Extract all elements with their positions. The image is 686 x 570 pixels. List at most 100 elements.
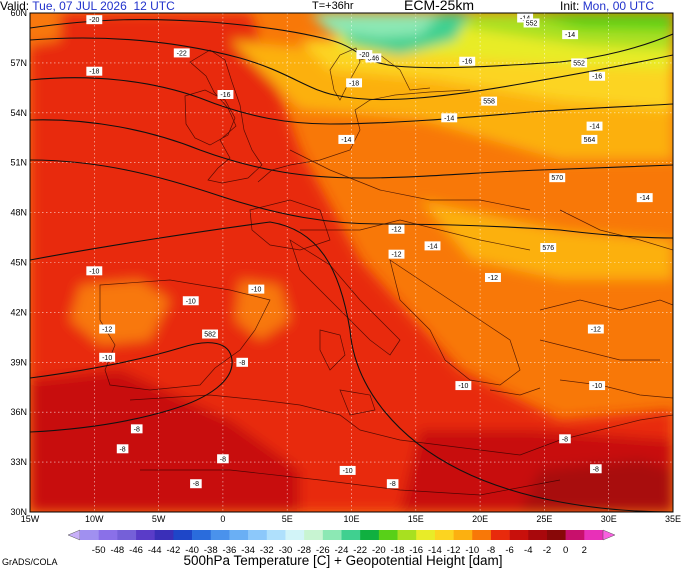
contour-label: -10 — [248, 284, 265, 294]
contour-label: -8 — [190, 479, 202, 489]
colorbar-tick-label: -24 — [335, 545, 349, 556]
svg-text:-14: -14 — [640, 195, 650, 202]
contour-label: -10 — [99, 352, 116, 362]
colorbar-tick-label: -14 — [428, 545, 442, 556]
contour-label: 552 — [523, 18, 540, 28]
credit-label: GrADS/COLA — [2, 557, 58, 567]
latitude-label: 60N — [10, 8, 27, 18]
colorbar-swatch — [285, 530, 305, 540]
longitude-label: 10E — [343, 514, 359, 524]
contour-label: -8 — [217, 454, 229, 464]
contour-label: -20 — [356, 50, 373, 60]
contour-label: -18 — [86, 66, 103, 76]
contour-label: -16 — [589, 71, 606, 81]
svg-text:-12: -12 — [102, 327, 112, 334]
contour-label: -8 — [559, 434, 571, 444]
svg-text:-18: -18 — [349, 80, 359, 87]
colorbar-swatch — [117, 530, 137, 540]
contour-labels: -20-22-18-16-14-14552546-20-18-16552-165… — [86, 13, 653, 489]
colorbar-swatch — [192, 530, 212, 540]
svg-text:582: 582 — [204, 332, 216, 339]
contour-label: -10 — [182, 296, 199, 306]
colorbar-tick-label: -12 — [447, 545, 461, 556]
geopotential-height-contours — [30, 18, 673, 512]
colorbar-swatch — [360, 530, 380, 540]
svg-text:-16: -16 — [220, 92, 230, 99]
contour-label: -16 — [459, 56, 476, 66]
contour-label: -12 — [388, 224, 405, 234]
svg-text:546: 546 — [368, 55, 380, 62]
svg-text:-10: -10 — [592, 383, 602, 390]
colorbar-swatch — [98, 530, 118, 540]
latitude-label: 51N — [10, 158, 27, 168]
contour-label: -12 — [99, 324, 116, 334]
colorbar-swatch — [341, 530, 361, 540]
svg-text:-14: -14 — [589, 124, 599, 131]
svg-text:-14: -14 — [427, 243, 437, 250]
contour-label: -14 — [636, 193, 653, 203]
svg-text:-8: -8 — [390, 481, 396, 488]
contour-label: -10 — [455, 381, 472, 391]
colorbar-swatch — [80, 530, 99, 540]
svg-text:-10: -10 — [458, 383, 468, 390]
latitude-label: 33N — [10, 457, 27, 467]
init-label: Init: — [560, 0, 580, 13]
valid-time-header: Valid: Tue, 07 JUL 2026 12 UTC — [0, 0, 175, 12]
contour-label: -20 — [86, 15, 103, 25]
colorbar-tick-label: -30 — [279, 545, 293, 556]
svg-text:-18: -18 — [89, 69, 99, 76]
colorbar-tick-label: -32 — [260, 545, 274, 556]
svg-text:570: 570 — [551, 175, 563, 182]
longitude-label: 15W — [21, 514, 40, 524]
colorbar-tick-label: -28 — [297, 545, 311, 556]
contour-label: -16 — [217, 90, 234, 100]
svg-text:-14: -14 — [341, 137, 351, 144]
svg-text:-14: -14 — [565, 32, 575, 39]
contour-label: 570 — [549, 173, 566, 183]
contour-label: 564 — [581, 134, 598, 144]
contour-label: 546 — [365, 53, 382, 63]
forecast-hour-header: T=+36hr — [312, 0, 354, 12]
svg-text:-16: -16 — [462, 59, 472, 66]
contour-label: -8 — [116, 444, 129, 454]
latitude-label: 57N — [10, 58, 27, 68]
contour-label: -14 — [562, 30, 579, 40]
longitude-label: 10W — [85, 514, 104, 524]
longitude-label: 5W — [152, 514, 166, 524]
colorbar-tick-label: -42 — [167, 545, 181, 556]
contour-label: -10 — [86, 266, 103, 276]
longitude-label: 20E — [472, 514, 488, 524]
svg-text:-12: -12 — [591, 327, 601, 334]
contour-label: -18 — [346, 78, 363, 88]
svg-text:-10: -10 — [186, 298, 196, 305]
svg-text:-10: -10 — [89, 268, 99, 275]
contour-label: -14 — [424, 241, 441, 251]
colorbar-tick-label: -22 — [353, 545, 367, 556]
contour-label: 582 — [202, 329, 218, 339]
svg-text:-14: -14 — [444, 115, 454, 122]
colorbar-swatch — [565, 530, 585, 540]
colorbar-swatch — [173, 530, 193, 540]
colorbar-swatch — [453, 530, 473, 540]
svg-text:576: 576 — [542, 245, 554, 252]
colorbar-labels: -50 -48 -46 -44 -42 -40 -38 -36 -34 -32 -30 -28 -26-… — [92, 545, 587, 556]
colorbar-swatch — [528, 530, 548, 540]
latitude-label: 39N — [10, 357, 27, 367]
init-value: Mon, 00 UTC — [582, 0, 655, 13]
colorbar-tick-label: -48 — [110, 545, 124, 556]
svg-text:-20: -20 — [359, 52, 369, 59]
colorbar-swatch — [304, 530, 324, 540]
valid-date: Tue, 07 JUL 2026 — [32, 0, 127, 13]
svg-text:-22: -22 — [177, 50, 187, 57]
longitude-label: 0 — [220, 514, 225, 524]
colorbar-swatch — [322, 530, 342, 540]
svg-text:-12: -12 — [488, 275, 498, 282]
contour-label: 558 — [481, 96, 498, 106]
colorbar-low-arrow — [67, 529, 81, 541]
latitude-label: 30N — [10, 507, 27, 517]
colorbar-tick-label: -40 — [185, 545, 199, 556]
latitude-label: 42N — [10, 307, 27, 317]
svg-text:564: 564 — [584, 137, 596, 144]
svg-text:-8: -8 — [220, 456, 226, 463]
contour-label: -10 — [589, 381, 606, 391]
